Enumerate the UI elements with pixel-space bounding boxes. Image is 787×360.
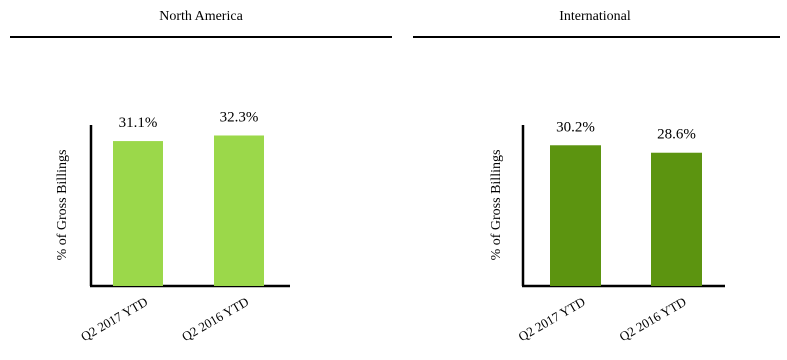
y-axis-label: % of Gross Billings — [489, 150, 504, 261]
data-label-1: 31.1% — [119, 115, 158, 131]
bar-1 — [550, 145, 601, 286]
tick-label-2: Q2 2016 YTD — [179, 294, 251, 344]
data-label-1: 30.2% — [556, 119, 595, 135]
tick-label-2: Q2 2016 YTD — [617, 294, 689, 344]
bars-group: 31.1% Q2 2017 YTD 32.3% Q2 2016 YTD — [78, 109, 264, 344]
chart-title: North America — [159, 9, 243, 24]
panel-north-america: North America % of Gross Billings 31.1% Q… — [10, 9, 392, 344]
panel-international: International % of Gross Billings 30.2% Q… — [413, 9, 780, 344]
bar-1 — [113, 141, 163, 286]
data-label-2: 32.3% — [220, 109, 259, 125]
data-label-2: 28.6% — [657, 127, 696, 143]
y-axis-label: % of Gross Billings — [55, 150, 70, 261]
tick-label-1: Q2 2017 YTD — [78, 294, 150, 344]
chart-title: International — [559, 9, 631, 24]
bars-group: 30.2% Q2 2017 YTD 28.6% Q2 2016 YTD — [516, 119, 702, 344]
tick-label-1: Q2 2017 YTD — [516, 294, 588, 344]
bar-2 — [214, 135, 264, 286]
bar-2 — [651, 152, 702, 286]
